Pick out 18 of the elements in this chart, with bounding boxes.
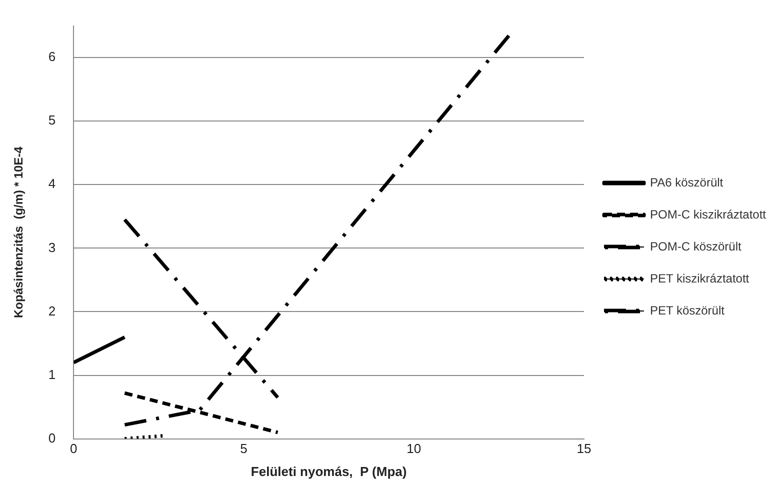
x-tick-label: 0 [70,441,78,456]
y-tick-label: 1 [48,366,56,382]
legend-label: POM-C köszörült [650,239,742,254]
x-axis-title: Felületi nyomás, P (Mpa) [250,464,407,479]
legend-label: PET köszörült [650,303,726,318]
y-tick-label: 6 [48,49,56,64]
x-tick-label: 5 [240,441,248,456]
legend-label: PA6 köszörült [650,175,724,190]
x-tick-label: 10 [406,441,422,456]
y-axis-title: Kopásintenzitás (g/m) * 10E-4 [12,146,26,318]
legend-label: POM-C kiszikráztatott [650,207,767,222]
y-tick-label: 0 [48,430,56,446]
y-tick-label: 5 [48,112,56,128]
y-tick-label: 2 [48,303,56,318]
legend-label: PET kiszikráztatott [650,271,750,286]
y-tick-label: 3 [48,240,56,255]
y-tick-label: 4 [48,176,56,192]
x-tick-label: 15 [576,441,592,456]
